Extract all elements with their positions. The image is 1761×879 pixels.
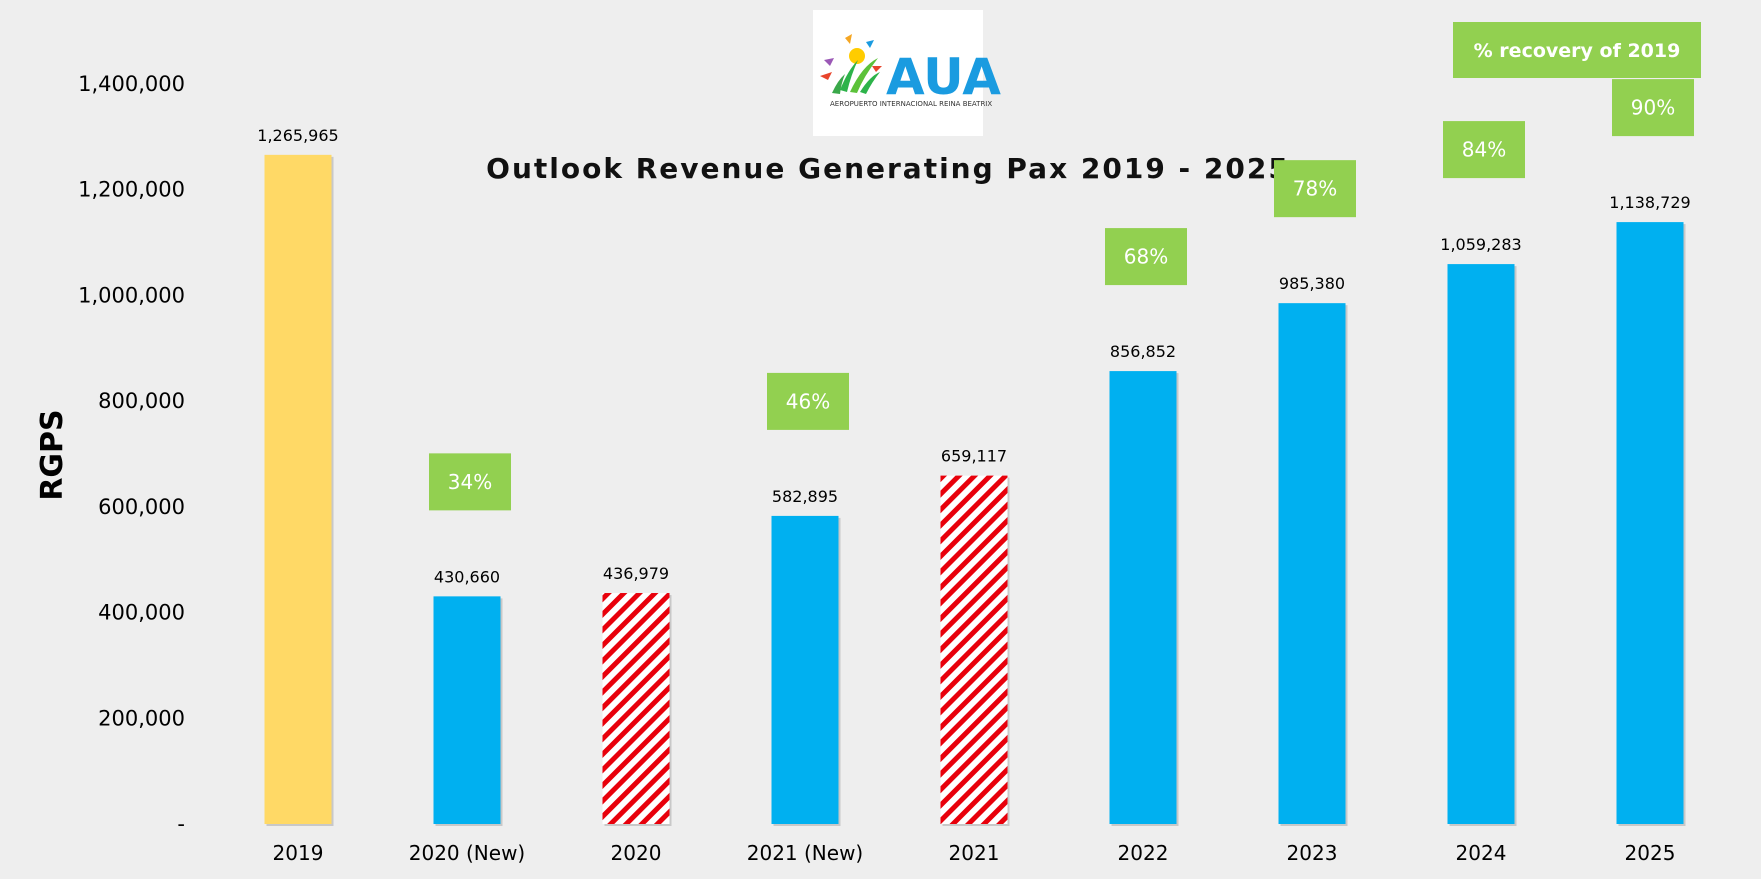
bar-value-label: 582,895 [772,487,838,506]
x-category-label: 2025 [1625,841,1676,865]
recovery-badge [1274,160,1356,218]
recovery-badge [1443,121,1525,179]
bars [264,154,1686,827]
bar [1109,371,1177,824]
x-category-label: 2021 [949,841,1000,865]
recovery-percent-label: 90% [1631,96,1675,120]
x-category-label: 2020 [611,841,662,865]
recovery-badge [1612,79,1694,137]
x-category-label: 2024 [1456,841,1507,865]
recovery-percent-label: 34% [448,470,492,494]
y-axis-ticks: - 200,000 400,000 600,000 800,000 1,000,000 1,… [78,72,185,836]
bar-value-label: 436,979 [603,564,669,583]
recovery-badge [1105,228,1187,286]
y-tick-label: - [177,812,185,836]
recovery-percent-label: 84% [1462,138,1506,162]
chart-title: Outlook Revenue Generating Pax 2019 - 20… [486,152,1290,185]
value-labels: 1,265,965 430,660 436,979 582,895 659,117 856… [257,126,1690,587]
bar [433,596,501,824]
recovery-percent-label: 68% [1124,245,1168,269]
y-tick-label: 400,000 [98,601,185,625]
legend-box [1453,22,1701,78]
y-axis-label: RGPS [35,409,70,500]
recovery-percent-label: 46% [786,389,830,413]
bar-value-label: 1,059,283 [1440,235,1521,254]
x-category-label: 2020 (New) [409,841,525,865]
bar [1447,264,1515,824]
y-tick-label: 200,000 [98,706,185,730]
bar-value-label: 430,660 [434,567,500,586]
bar [1616,222,1684,824]
y-tick-label: 800,000 [98,389,185,413]
y-tick-label: 1,000,000 [78,283,185,307]
recovery-badge [767,372,849,430]
legend: % recovery of 2019 [1453,22,1701,78]
bar [264,154,332,825]
legend-label: % recovery of 2019 [1474,40,1681,62]
recovery-percent-label: 78% [1293,177,1337,201]
y-tick-label: 1,400,000 [78,72,185,96]
palm-flower-icon [820,34,882,94]
x-axis-labels: 2019 2020 (New) 2020 2021 (New) 2021 2022 2023… [273,841,1676,865]
x-category-label: 2022 [1118,841,1169,865]
recovery-badges: 34% 46% 68% 78% 84% 90% [429,79,1694,511]
recovery-badge [429,453,511,511]
bar [940,475,1008,824]
y-tick-label: 1,200,000 [78,178,185,202]
bar [602,593,670,824]
logo-wordmark: AUA [886,48,1001,106]
bar-value-label: 1,265,965 [257,126,338,145]
logo-subtitle: AEROPUERTO INTERNACIONAL REINA BEATRIX [830,100,992,108]
x-category-label: 2019 [273,841,324,865]
x-category-label: 2023 [1287,841,1338,865]
bar [771,515,839,824]
bar [1278,303,1346,825]
bar-value-label: 659,117 [941,447,1007,466]
x-category-label: 2021 (New) [747,841,863,865]
bar-value-label: 856,852 [1110,342,1176,361]
airport-logo: AUA AEROPUERTO INTERNACIONAL REINA BEATR… [813,10,1001,136]
bar-value-label: 1,138,729 [1609,193,1690,212]
y-tick-label: 600,000 [98,495,185,519]
bar-value-label: 985,380 [1279,274,1345,293]
